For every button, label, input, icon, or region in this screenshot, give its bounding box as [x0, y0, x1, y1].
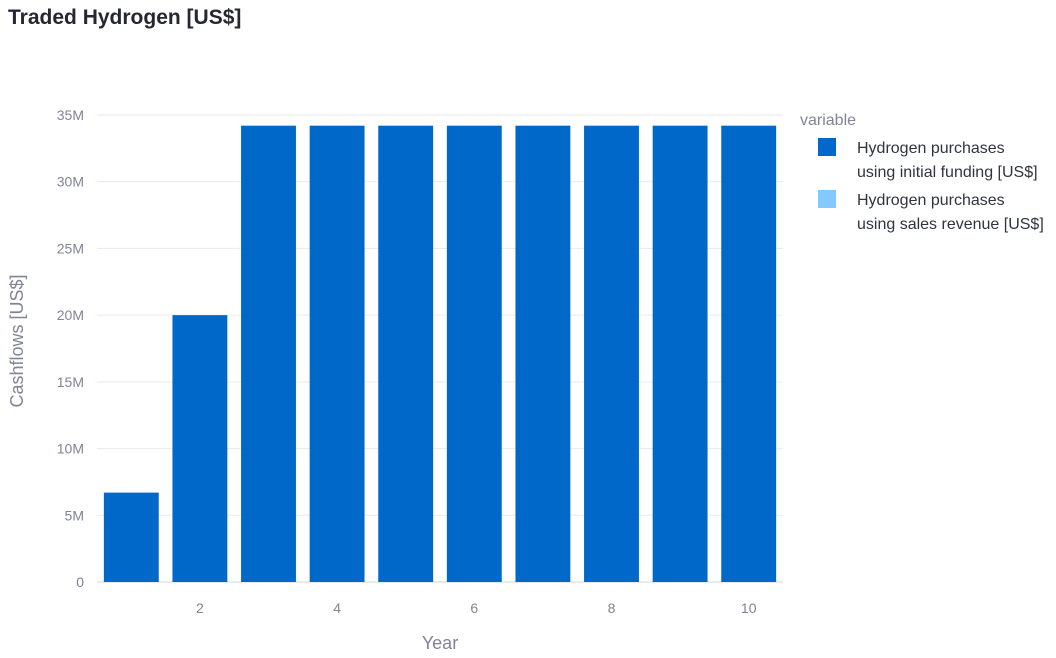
- y-tick-label: 10M: [57, 441, 84, 457]
- legend-label-sales-revenue-line2: using sales revenue [US$]: [857, 216, 1044, 233]
- bar-series0-year-1[interactable]: [103, 492, 159, 582]
- bar-series0-year-6[interactable]: [446, 125, 502, 582]
- bar-series0-year-8[interactable]: [584, 125, 639, 582]
- legend-label-initial-funding-line1: Hydrogen purchases: [857, 140, 1005, 157]
- x-tick-label: 2: [196, 600, 204, 616]
- y-tick-label: 25M: [57, 240, 84, 256]
- y-tick-label: 5M: [65, 507, 84, 523]
- x-tick-label: 6: [470, 600, 478, 616]
- y-tick-label: 30M: [57, 174, 84, 190]
- y-axis-title: Cashflows [US$]: [7, 274, 27, 407]
- chart-title: Traded Hydrogen [US$]: [8, 6, 242, 29]
- legend: variable Hydrogen purchases using initia…: [800, 112, 1044, 233]
- y-tick-label: 20M: [57, 307, 84, 323]
- x-tick-label: 8: [608, 600, 616, 616]
- legend-title: variable: [800, 112, 856, 129]
- x-axis-ticks: 2 4 6 8 10: [196, 600, 757, 616]
- x-axis-title: Year: [422, 633, 458, 653]
- y-tick-label: 35M: [57, 107, 84, 123]
- bars: [103, 125, 777, 582]
- bar-series0-year-9[interactable]: [652, 125, 708, 582]
- y-tick-label: 15M: [57, 374, 84, 390]
- legend-item-sales-revenue[interactable]: Hydrogen purchases using sales revenue […: [818, 190, 1044, 233]
- legend-label-initial-funding-line2: using initial funding [US$]: [857, 164, 1038, 181]
- bar-series0-year-10[interactable]: [721, 125, 777, 582]
- bar-series0-year-5[interactable]: [378, 125, 434, 582]
- bar-series0-year-2[interactable]: [172, 315, 228, 582]
- y-tick-label: 0: [76, 574, 84, 590]
- legend-item-initial-funding[interactable]: Hydrogen purchases using initial funding…: [818, 138, 1038, 181]
- legend-swatch-sales-revenue: [818, 190, 836, 208]
- bar-series0-year-4[interactable]: [309, 125, 365, 582]
- bar-series0-year-3[interactable]: [241, 125, 296, 582]
- x-tick-label: 10: [741, 600, 757, 616]
- legend-swatch-initial-funding: [818, 138, 836, 156]
- y-axis-ticks: 0 5M 10M 15M 20M 25M 30M 35M: [57, 107, 84, 590]
- bar-series0-year-7[interactable]: [515, 125, 571, 582]
- legend-label-sales-revenue-line1: Hydrogen purchases: [857, 192, 1005, 209]
- x-tick-label: 4: [333, 600, 341, 616]
